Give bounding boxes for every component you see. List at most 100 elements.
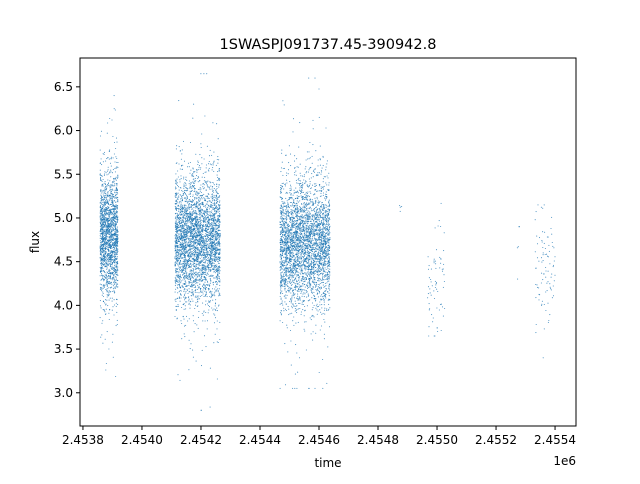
data-point	[215, 229, 216, 230]
data-point	[203, 258, 204, 259]
data-point	[198, 317, 199, 318]
data-point	[101, 245, 102, 246]
data-point	[101, 175, 102, 176]
data-point	[176, 145, 177, 146]
data-point	[105, 193, 106, 194]
data-point	[198, 176, 199, 177]
data-point	[201, 278, 202, 279]
data-point	[198, 211, 199, 212]
data-point	[212, 209, 213, 210]
data-point	[200, 238, 201, 239]
data-point	[194, 224, 195, 225]
data-point	[185, 223, 186, 224]
data-point	[103, 279, 104, 280]
data-point	[178, 222, 179, 223]
data-point	[201, 256, 202, 257]
data-point	[203, 250, 204, 251]
data-point	[199, 233, 200, 234]
data-point	[187, 215, 188, 216]
data-point	[180, 205, 181, 206]
data-point	[194, 287, 195, 288]
data-point	[106, 230, 107, 231]
data-point	[203, 236, 204, 237]
data-point	[190, 228, 191, 229]
data-point	[104, 285, 105, 286]
data-point	[108, 185, 109, 186]
data-point	[198, 249, 199, 250]
data-point	[194, 246, 195, 247]
data-point	[202, 241, 203, 242]
data-point	[194, 185, 195, 186]
data-point	[193, 176, 194, 177]
data-point	[112, 334, 113, 335]
data-point	[178, 197, 179, 198]
data-point	[217, 233, 218, 234]
data-point	[204, 206, 205, 207]
data-point	[219, 270, 220, 271]
data-point	[183, 238, 184, 239]
data-point	[100, 178, 101, 179]
data-point	[110, 176, 111, 177]
data-point	[111, 236, 112, 237]
data-point	[176, 181, 177, 182]
data-point	[192, 190, 193, 191]
data-point	[101, 226, 102, 227]
data-point	[182, 275, 183, 276]
data-point	[186, 268, 187, 269]
data-point	[101, 307, 102, 308]
data-point	[109, 186, 110, 187]
data-point	[115, 109, 116, 110]
data-point	[213, 203, 214, 204]
data-point	[113, 237, 114, 238]
data-point	[196, 274, 197, 275]
data-point	[113, 169, 114, 170]
data-point	[215, 190, 216, 191]
data-point	[109, 172, 110, 173]
data-point	[208, 305, 209, 306]
data-point	[196, 232, 197, 233]
data-point	[197, 285, 198, 286]
data-point	[106, 276, 107, 277]
data-point	[192, 350, 193, 351]
data-point	[206, 181, 207, 182]
data-point	[175, 289, 176, 290]
data-point	[106, 363, 107, 364]
data-point	[201, 365, 202, 366]
data-point	[217, 215, 218, 216]
data-point	[101, 255, 102, 256]
data-point	[114, 234, 115, 235]
data-point	[201, 157, 202, 158]
data-point	[107, 245, 108, 246]
data-point	[117, 245, 118, 246]
data-point	[105, 299, 106, 300]
data-point	[189, 199, 190, 200]
data-point	[212, 263, 213, 264]
data-point	[217, 209, 218, 210]
data-point	[197, 161, 198, 162]
data-point	[202, 249, 203, 250]
data-point	[219, 221, 220, 222]
data-point	[189, 228, 190, 229]
data-point	[193, 243, 194, 244]
data-point	[189, 318, 190, 319]
data-point	[199, 263, 200, 264]
data-point	[110, 185, 111, 186]
data-point	[112, 306, 113, 307]
data-point	[175, 264, 176, 265]
data-point	[197, 273, 198, 274]
data-point	[117, 249, 118, 250]
data-point	[114, 226, 115, 227]
data-point	[110, 278, 111, 279]
data-point	[113, 234, 114, 235]
data-point	[116, 283, 117, 284]
data-point	[214, 244, 215, 245]
data-point	[175, 261, 176, 262]
data-point	[196, 264, 197, 265]
data-point	[178, 247, 179, 248]
data-point	[113, 256, 114, 257]
data-point	[208, 264, 209, 265]
data-point	[211, 202, 212, 203]
data-point	[204, 274, 205, 275]
data-point	[212, 246, 213, 247]
data-point	[195, 230, 196, 231]
